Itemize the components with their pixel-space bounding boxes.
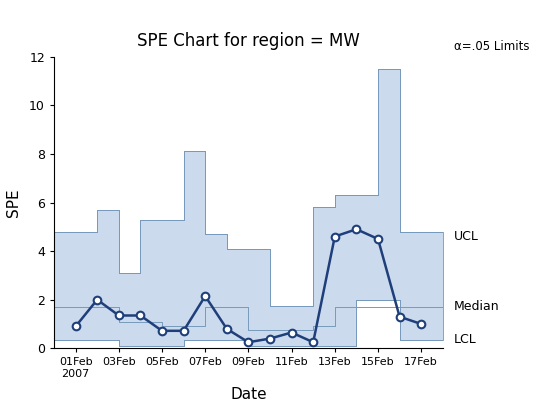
X-axis label: Date: Date (230, 387, 267, 402)
Text: Median: Median (454, 301, 499, 313)
Title: SPE Chart for region = MW: SPE Chart for region = MW (137, 32, 360, 49)
Y-axis label: SPE: SPE (6, 188, 21, 217)
Text: LCL: LCL (454, 333, 476, 345)
Text: α=.05 Limits: α=.05 Limits (454, 40, 529, 53)
Text: UCL: UCL (454, 230, 478, 243)
